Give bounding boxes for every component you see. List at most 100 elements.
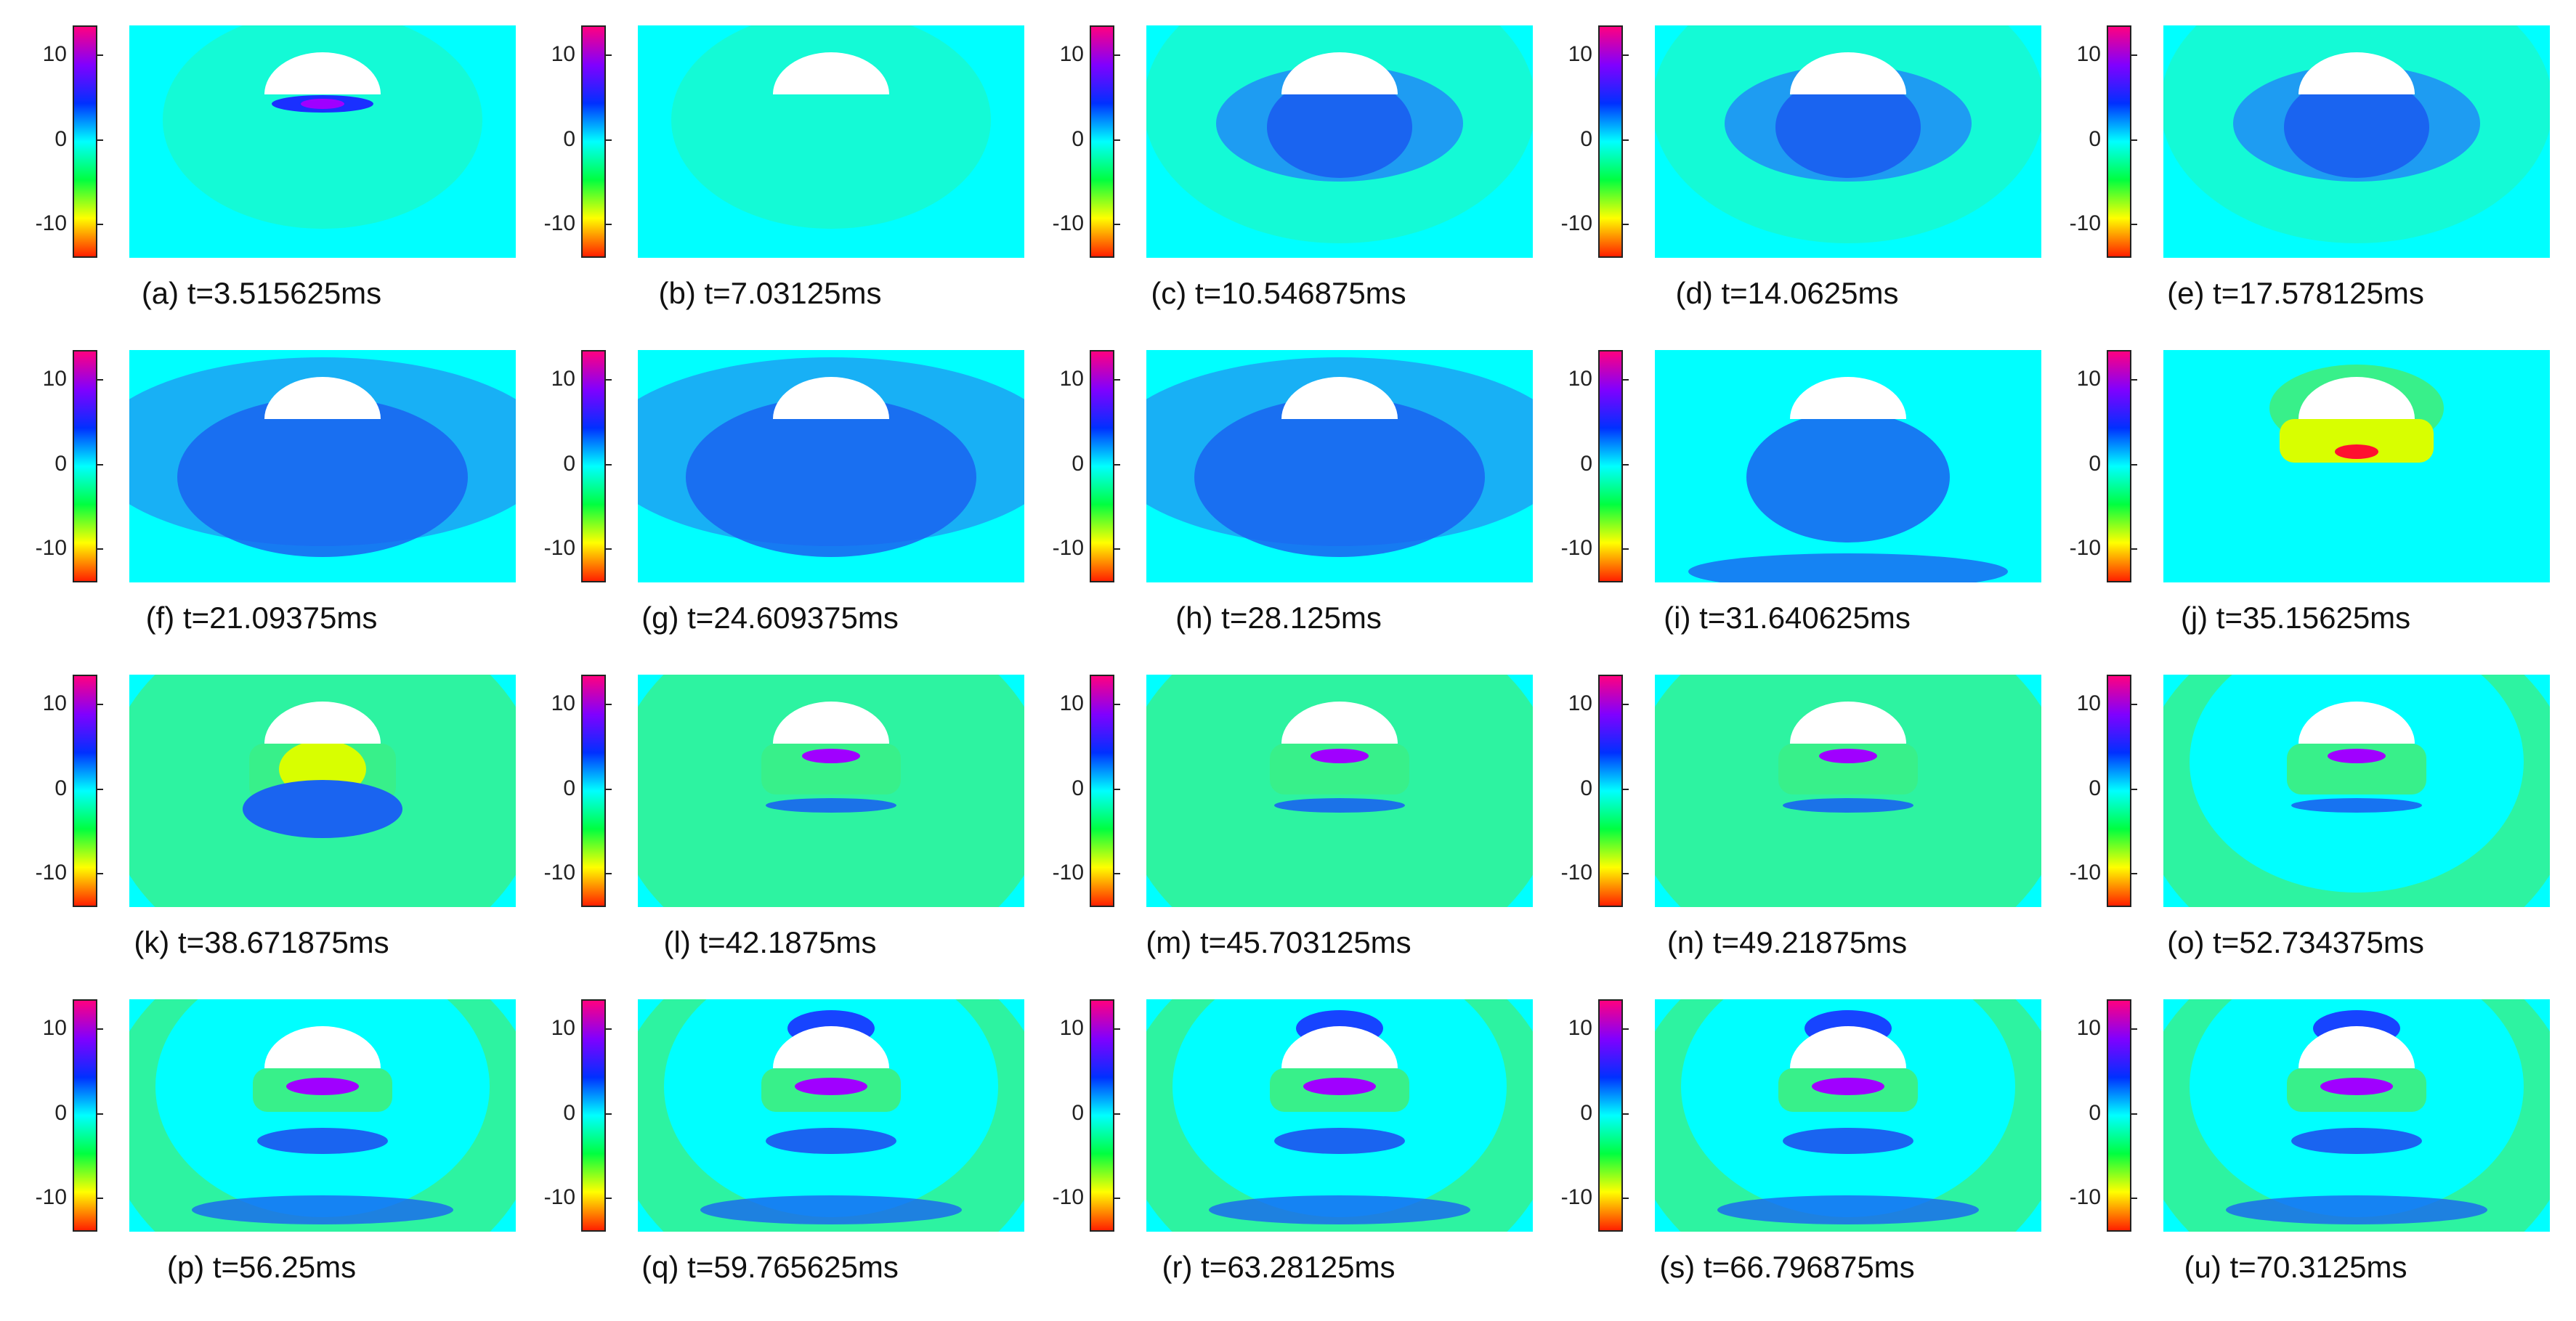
panel-caption: (c) t=10.546875ms — [1151, 276, 1406, 310]
colorbar-tick-label: 0 — [2089, 1101, 2101, 1125]
panel-caption: (r) t=63.28125ms — [1162, 1250, 1396, 1284]
panel-caption: (k) t=38.671875ms — [134, 925, 389, 959]
panel-caption: (e) t=17.578125ms — [2167, 276, 2424, 310]
panel-caption: (o) t=52.734375ms — [2167, 925, 2424, 959]
colorbar-tick-label: 0 — [1072, 452, 1084, 476]
contour-svg — [129, 350, 516, 582]
colorbar-tick-label: 10 — [1059, 367, 1084, 391]
colorbar-tick-label: 0 — [563, 1101, 575, 1125]
colorbar-tick-label: 10 — [1059, 42, 1084, 66]
colorbar — [2107, 350, 2131, 582]
colorbar-tick-label: 10 — [1059, 1016, 1084, 1040]
panel-caption: (i) t=31.640625ms — [1664, 601, 1911, 635]
colorbar-tick-label: 10 — [2076, 42, 2101, 66]
contour-svg — [638, 675, 1024, 907]
colorbar-tick-label: 10 — [2076, 691, 2101, 715]
colorbar-tick-mark — [1623, 224, 1629, 225]
contour-panel: 10 0 -10 (u) t=70.3125ms — [2041, 985, 2550, 1312]
colorbar-tick-label: 10 — [1568, 691, 1592, 715]
colorbar-tick-label: 0 — [54, 452, 67, 476]
colorbar-tick-mark — [1623, 139, 1629, 141]
contour-plot — [129, 25, 516, 258]
contour-region — [286, 1078, 359, 1095]
contour-region — [1746, 412, 1950, 542]
contour-svg — [1655, 999, 2041, 1232]
contour-panel: 10 0 -10 (b) t=7.03125ms — [516, 11, 1024, 338]
colorbar-tick-mark — [97, 548, 103, 550]
contour-region — [1688, 553, 2008, 582]
contour-region — [1812, 1078, 1884, 1095]
colorbar-tick-mark — [2131, 1113, 2137, 1115]
contour-plot — [638, 350, 1024, 582]
colorbar-tick-label: -10 — [1560, 1185, 1592, 1209]
object-shape — [773, 52, 889, 94]
contour-panel: 10 0 -10 (p) t=56.25ms — [7, 985, 516, 1312]
colorbar — [1090, 350, 1114, 582]
colorbar-tick-mark — [1114, 873, 1120, 874]
colorbar-tick-label: -10 — [543, 1185, 575, 1209]
colorbar — [2107, 25, 2131, 258]
contour-panel: 10 0 -10 (d) t=14.0625ms — [1533, 11, 2041, 338]
contour-svg — [1146, 25, 1533, 258]
contour-svg — [1146, 350, 1533, 582]
contour-region — [1783, 1128, 1913, 1154]
contour-svg — [1655, 675, 2041, 907]
contour-plot — [638, 999, 1024, 1232]
colorbar-tick-mark — [1623, 464, 1629, 466]
colorbar-tick-label: -10 — [35, 1185, 67, 1209]
contour-panel: 10 0 -10 (c) t=10.546875ms — [1024, 11, 1533, 338]
contour-region — [761, 744, 901, 794]
colorbar-tick-label: 0 — [1072, 776, 1084, 800]
colorbar — [2107, 999, 2131, 1232]
colorbar-tick-mark — [1114, 464, 1120, 466]
colorbar-tick-label: -10 — [2069, 1185, 2101, 1209]
panel-caption: (m) t=45.703125ms — [1146, 925, 1411, 959]
colorbar-tick-mark — [1114, 1198, 1120, 1199]
contour-region — [686, 397, 976, 557]
contour-region — [700, 1195, 962, 1224]
contour-region — [2226, 1195, 2487, 1224]
colorbar — [1598, 999, 1623, 1232]
colorbar — [73, 999, 97, 1232]
contour-region — [2335, 444, 2378, 459]
contour-svg — [1146, 999, 1533, 1232]
colorbar-tick-label: 10 — [42, 691, 67, 715]
contour-panel: 10 0 -10 (f) t=21.09375ms — [7, 336, 516, 662]
colorbar-tick-mark — [606, 548, 612, 550]
contour-plot — [129, 675, 516, 907]
colorbar-tick-mark — [606, 1198, 612, 1199]
contour-panel: 10 0 -10 (a) t=3.515625ms — [7, 11, 516, 338]
colorbar-tick-mark — [1623, 1028, 1629, 1030]
colorbar-tick-mark — [1114, 1113, 1120, 1115]
colorbar-tick-label: 0 — [1072, 127, 1084, 151]
colorbar-tick-mark — [97, 464, 103, 466]
contour-svg — [638, 25, 1024, 258]
colorbar-tick-label: 0 — [1580, 127, 1592, 151]
colorbar — [1090, 25, 1114, 258]
colorbar-tick-label: 10 — [551, 691, 575, 715]
colorbar — [1598, 675, 1623, 907]
contour-panel: 10 0 -10 (n) t=49.21875ms — [1533, 660, 2041, 987]
contour-plot — [2163, 999, 2550, 1232]
contour-panel: 10 0 -10 (l) t=42.1875ms — [516, 660, 1024, 987]
panel-caption: (j) t=35.15625ms — [2180, 601, 2411, 635]
contour-svg — [2163, 25, 2550, 258]
colorbar-tick-label: 10 — [551, 1016, 575, 1040]
colorbar-tick-label: 10 — [1568, 42, 1592, 66]
colorbar-tick-mark — [1623, 704, 1629, 705]
panel-caption: (h) t=28.125ms — [1175, 601, 1382, 635]
contour-svg — [638, 350, 1024, 582]
colorbar-tick-mark — [606, 873, 612, 874]
contour-region — [163, 25, 482, 229]
contour-plot — [2163, 25, 2550, 258]
contour-plot — [638, 25, 1024, 258]
object-shape — [1790, 377, 1906, 419]
contour-panel: 10 0 -10 (i) t=31.640625ms — [1533, 336, 2041, 662]
contour-plot — [1655, 675, 2041, 907]
colorbar-tick-mark — [2131, 548, 2137, 550]
colorbar-tick-mark — [606, 464, 612, 466]
colorbar — [581, 25, 606, 258]
contour-svg — [129, 999, 516, 1232]
contour-plot — [129, 350, 516, 582]
contour-region — [2291, 798, 2422, 813]
